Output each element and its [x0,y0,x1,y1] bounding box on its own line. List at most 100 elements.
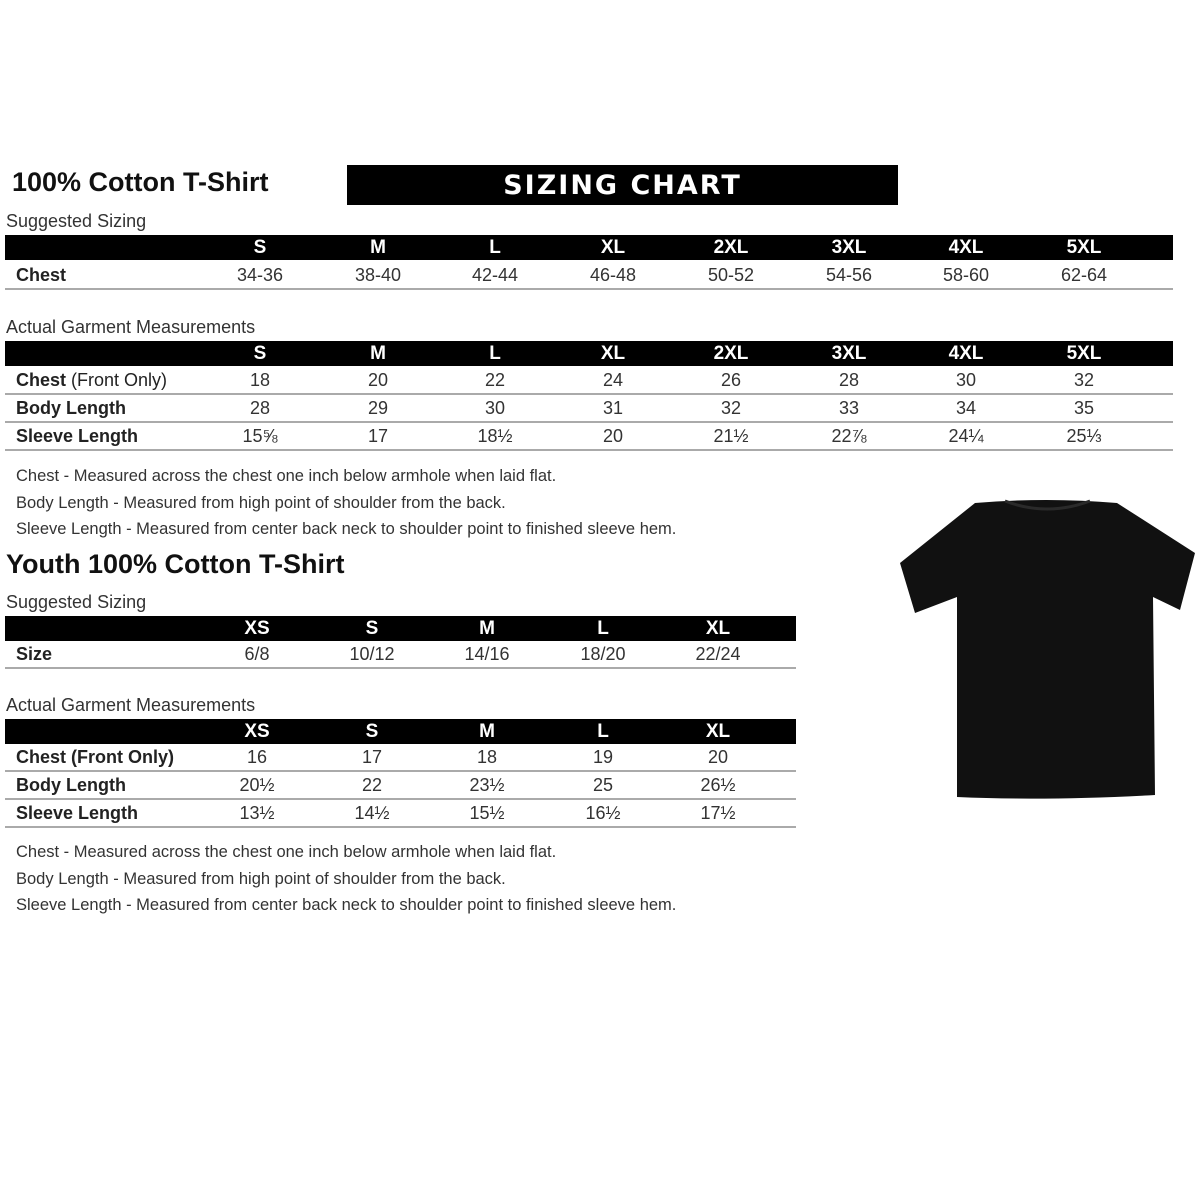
row-divider [5,667,796,669]
table-cell: 30 [484,398,506,418]
table-cell: 22 [484,370,506,390]
table-cell: 46-48 [589,265,637,285]
table-cell: 35 [1073,398,1095,418]
table-cell: 18 [476,747,498,767]
size-header: M [479,721,495,742]
table-cell: 38-40 [354,265,402,285]
size-header: L [597,721,609,742]
row-divider [5,421,1173,423]
table-cell: 24 [602,370,624,390]
row-label: Chest [16,265,66,286]
row-label-text: Chest [16,265,67,285]
size-header: S [253,237,267,258]
row-label-text: Sleeve Length [16,803,139,823]
measurement-note: Sleeve Length - Measured from center bac… [16,520,677,538]
size-header-bar [5,341,1173,366]
size-header: M [479,618,495,639]
table-cell: 20½ [239,775,275,795]
youth-suggested-label: Suggested Sizing [6,592,147,612]
measurement-note: Body Length - Measured from high point o… [16,493,506,512]
size-header: 2XL [713,237,749,258]
row-label: Sleeve Length [16,803,138,824]
table-cell: 23½ [469,775,505,795]
table-cell: 33 [838,398,860,418]
table-cell: 58-60 [942,265,990,285]
adult-title: 100% Cotton T-Shirt [12,167,269,197]
table-cell: 14/16 [464,644,510,664]
measurement-note: Body Length - Measured from high point o… [16,869,506,888]
size-header: 3XL [831,237,867,258]
size-header: XL [705,721,731,742]
table-cell: 31 [602,398,624,418]
table-cell: 28 [249,398,271,418]
table-cell: 20 [602,426,624,446]
size-header: XL [600,343,626,364]
size-header: M [370,343,386,364]
row-label-extra: (Front Only) [66,370,168,390]
size-header: 2XL [713,343,749,364]
table-cell: 10/12 [349,644,395,664]
size-header: L [489,237,501,258]
size-header: 5XL [1066,237,1102,258]
row-label-text: Body Length [16,775,126,795]
row-divider [5,770,796,772]
row-label-text: Size [16,644,53,664]
row-divider [5,798,796,800]
table-cell: 42-44 [471,265,519,285]
table-cell: 14½ [354,803,390,823]
table-cell: 21½ [713,426,749,446]
size-header-bar [5,235,1173,260]
table-cell: 62-64 [1060,265,1108,285]
measurement-note: Chest - Measured across the chest one in… [16,843,557,861]
table-cell: 25⅓ [1066,426,1102,446]
size-header: L [489,343,501,364]
row-divider [5,393,1173,395]
table-cell: 22⅞ [831,426,867,446]
row-divider [5,449,1173,451]
table-cell: 16 [246,747,268,767]
row-divider [5,826,796,828]
size-header: XL [600,237,626,258]
size-header: XS [244,618,270,639]
measurement-note: Chest - Measured across the chest one in… [16,467,557,485]
row-label: Body Length [16,398,126,419]
youth-actual-label: Actual Garment Measurements [6,695,256,715]
table-cell: 32 [1073,370,1095,390]
table-cell: 20 [367,370,389,390]
table-cell: 17½ [700,803,736,823]
row-label: Body Length [16,775,126,796]
sizing-chart-banner: SIZING CHART [347,165,898,205]
size-header-bar [5,616,796,641]
table-cell: 34-36 [236,265,284,285]
row-label: Chest (Front Only) [16,747,174,768]
table-cell: 13½ [239,803,275,823]
adult-suggested-label: Suggested Sizing [6,211,147,231]
row-label-text: Chest [16,370,67,390]
table-cell: 17 [361,747,383,767]
table-cell: 16½ [585,803,621,823]
size-header: XS [244,721,270,742]
table-cell: 15⅝ [242,426,278,446]
table-cell: 18½ [477,426,513,446]
size-header: XL [705,618,731,639]
youth-title: Youth 100% Cotton T-Shirt [6,549,345,579]
size-header-bar [5,719,796,744]
table-cell: 22 [361,775,383,795]
table-cell: 20 [707,747,729,767]
table-cell: 28 [838,370,860,390]
table-cell: 32 [720,398,742,418]
table-cell: 50-52 [707,265,755,285]
table-cell: 17 [367,426,389,446]
table-cell: 25 [592,775,614,795]
row-label: Sleeve Length [16,426,138,447]
size-header: 3XL [831,343,867,364]
size-header: L [597,618,609,639]
t-shirt-icon [900,499,1195,799]
table-cell: 26 [720,370,742,390]
table-cell: 24¼ [948,426,984,446]
table-cell: 6/8 [244,644,270,664]
size-header: S [365,618,379,639]
size-header: 5XL [1066,343,1102,364]
adult-actual-label: Actual Garment Measurements [6,317,256,337]
table-cell: 19 [592,747,614,767]
